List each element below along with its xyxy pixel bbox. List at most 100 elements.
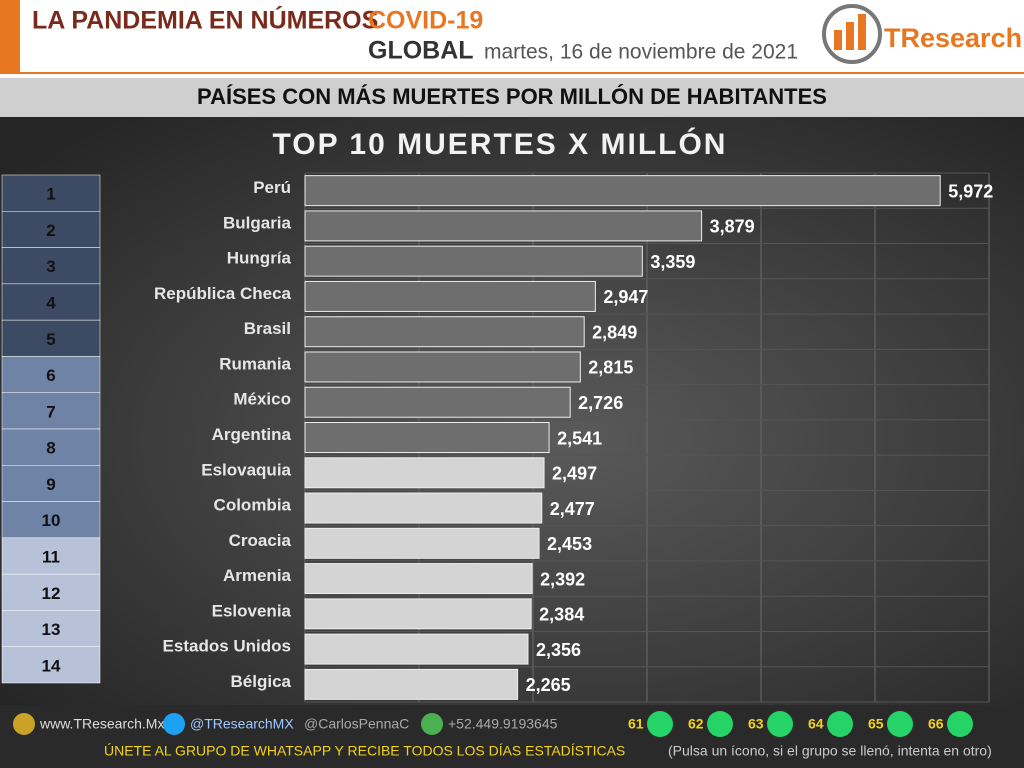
category-label: Bélgica	[231, 672, 292, 691]
banner: PAÍSES CON MÁS MUERTES POR MILLÓN DE HAB…	[197, 84, 827, 109]
footer-web: www.TResearch.Mx	[39, 716, 164, 732]
bar	[304, 492, 543, 524]
category-label: Eslovenia	[212, 601, 292, 620]
bar	[304, 245, 643, 277]
bar	[304, 457, 545, 489]
rank-label: 3	[46, 257, 55, 276]
bar	[304, 210, 703, 242]
bar	[304, 386, 571, 418]
rank-label: 4	[46, 293, 56, 312]
value-label: 2,849	[592, 322, 637, 342]
web-icon	[13, 713, 35, 735]
value-label: 5,972	[948, 181, 993, 201]
rank-box	[1, 646, 101, 684]
group-number: 61	[628, 716, 644, 732]
footer: www.TResearch.Mx @TResearchMX @CarlosPenna…	[13, 711, 992, 759]
logo-bar	[846, 22, 854, 50]
whatsapp-icon[interactable]	[647, 711, 673, 737]
bar	[304, 351, 581, 383]
group-number: 65	[868, 716, 884, 732]
category-label: Eslovaquia	[201, 460, 291, 479]
banner-bg	[0, 78, 1024, 117]
category-label: Perú	[253, 178, 291, 197]
whatsapp-icon[interactable]	[947, 711, 973, 737]
value-label: 2,726	[578, 393, 623, 413]
bar	[304, 598, 532, 630]
category-label: México	[233, 390, 291, 409]
rank-box	[1, 428, 101, 466]
rank-box	[1, 465, 101, 502]
group-number: 62	[688, 716, 704, 732]
rank-label: 2	[46, 221, 55, 240]
rank-box	[1, 610, 101, 647]
bar	[304, 633, 529, 665]
value-label: 2,392	[540, 569, 585, 589]
footer-phone: +52.449.9193645	[448, 716, 558, 732]
value-label: 2,815	[588, 358, 633, 378]
category-label: Estados Unidos	[163, 637, 291, 656]
value-label: 3,359	[650, 252, 695, 272]
rank-box	[1, 211, 101, 248]
bar	[304, 527, 540, 559]
footer-cta: ÚNETE AL GRUPO DE WHATSAPP Y RECIBE TODO…	[104, 743, 625, 759]
category-label: Armenia	[223, 566, 292, 585]
logo-bar	[834, 30, 842, 50]
value-label: 2,265	[526, 675, 571, 695]
rank-label: 5	[46, 330, 55, 349]
logo-bar	[858, 14, 866, 50]
value-label: 2,384	[539, 605, 584, 625]
rank-label: 1	[46, 185, 55, 204]
rank-label: 11	[42, 547, 60, 566]
group-number: 64	[808, 716, 824, 732]
bar	[304, 668, 519, 700]
header-highlight: COVID-19	[368, 7, 483, 35]
category-label: Croacia	[229, 531, 292, 550]
value-label: 2,947	[603, 287, 648, 307]
rank-label: 13	[42, 620, 61, 639]
category-label: República Checa	[154, 284, 292, 303]
whatsapp-icon[interactable]	[827, 711, 853, 737]
group-number: 63	[748, 716, 764, 732]
header-scope: GLOBAL	[368, 37, 474, 65]
footer-note: (Pulsa un ícono, si el grupo se llenó, i…	[668, 743, 992, 759]
category-label: Brasil	[244, 319, 291, 338]
value-label: 2,356	[536, 640, 581, 660]
rank-label: 7	[46, 402, 55, 421]
chart: Perú 5,972 Bulgaria 3,879 Hungría 3,359 Repúbl…	[1, 172, 993, 703]
value-label: 3,879	[710, 217, 755, 237]
header-title: LA PANDEMIA EN NÚMEROS	[32, 5, 378, 35]
rank-box	[1, 392, 101, 430]
bar	[304, 316, 585, 348]
whatsapp-icon[interactable]	[767, 711, 793, 737]
bar	[304, 175, 941, 207]
rank-box	[1, 174, 101, 212]
whatsapp-icon[interactable]	[887, 711, 913, 737]
rank-box	[1, 319, 101, 357]
group-number: 66	[928, 716, 944, 732]
category-label: Rumania	[219, 354, 291, 373]
category-label: Hungría	[227, 249, 292, 268]
category-label: Bulgaria	[223, 213, 292, 232]
rank-label: 8	[46, 439, 55, 458]
whatsapp-icon[interactable]	[707, 711, 733, 737]
footer-twitter: @TResearchMX	[190, 716, 294, 732]
header-date: martes, 16 de noviembre de 2021	[484, 41, 798, 64]
value-label: 2,477	[550, 499, 595, 519]
chart-title: TOP 10 MUERTES X MILLÓN	[273, 127, 728, 161]
bar	[304, 422, 550, 453]
rank-box	[1, 283, 101, 321]
category-label: Colombia	[214, 496, 292, 515]
bar	[304, 280, 596, 312]
rank-box	[1, 247, 101, 285]
rank-label: 14	[42, 656, 61, 675]
logo-text: TResearch	[884, 23, 1022, 53]
phone-icon	[421, 713, 443, 735]
value-label: 2,541	[557, 428, 602, 448]
value-label: 2,497	[552, 464, 597, 484]
rank-box	[1, 501, 101, 539]
rank-label: 12	[42, 584, 61, 603]
rank-box	[1, 356, 101, 393]
accent-bar	[0, 0, 20, 72]
category-label: Argentina	[212, 425, 292, 444]
